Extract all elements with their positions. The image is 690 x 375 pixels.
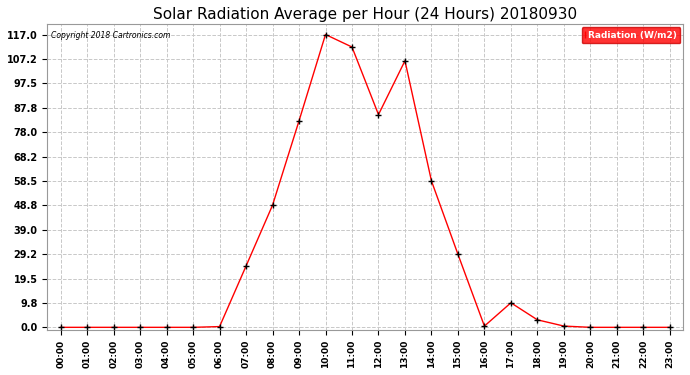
Text: Copyright 2018 Cartronics.com: Copyright 2018 Cartronics.com [50,31,170,40]
Legend: Radiation (W/m2): Radiation (W/m2) [582,27,680,44]
Title: Solar Radiation Average per Hour (24 Hours) 20180930: Solar Radiation Average per Hour (24 Hou… [153,7,578,22]
